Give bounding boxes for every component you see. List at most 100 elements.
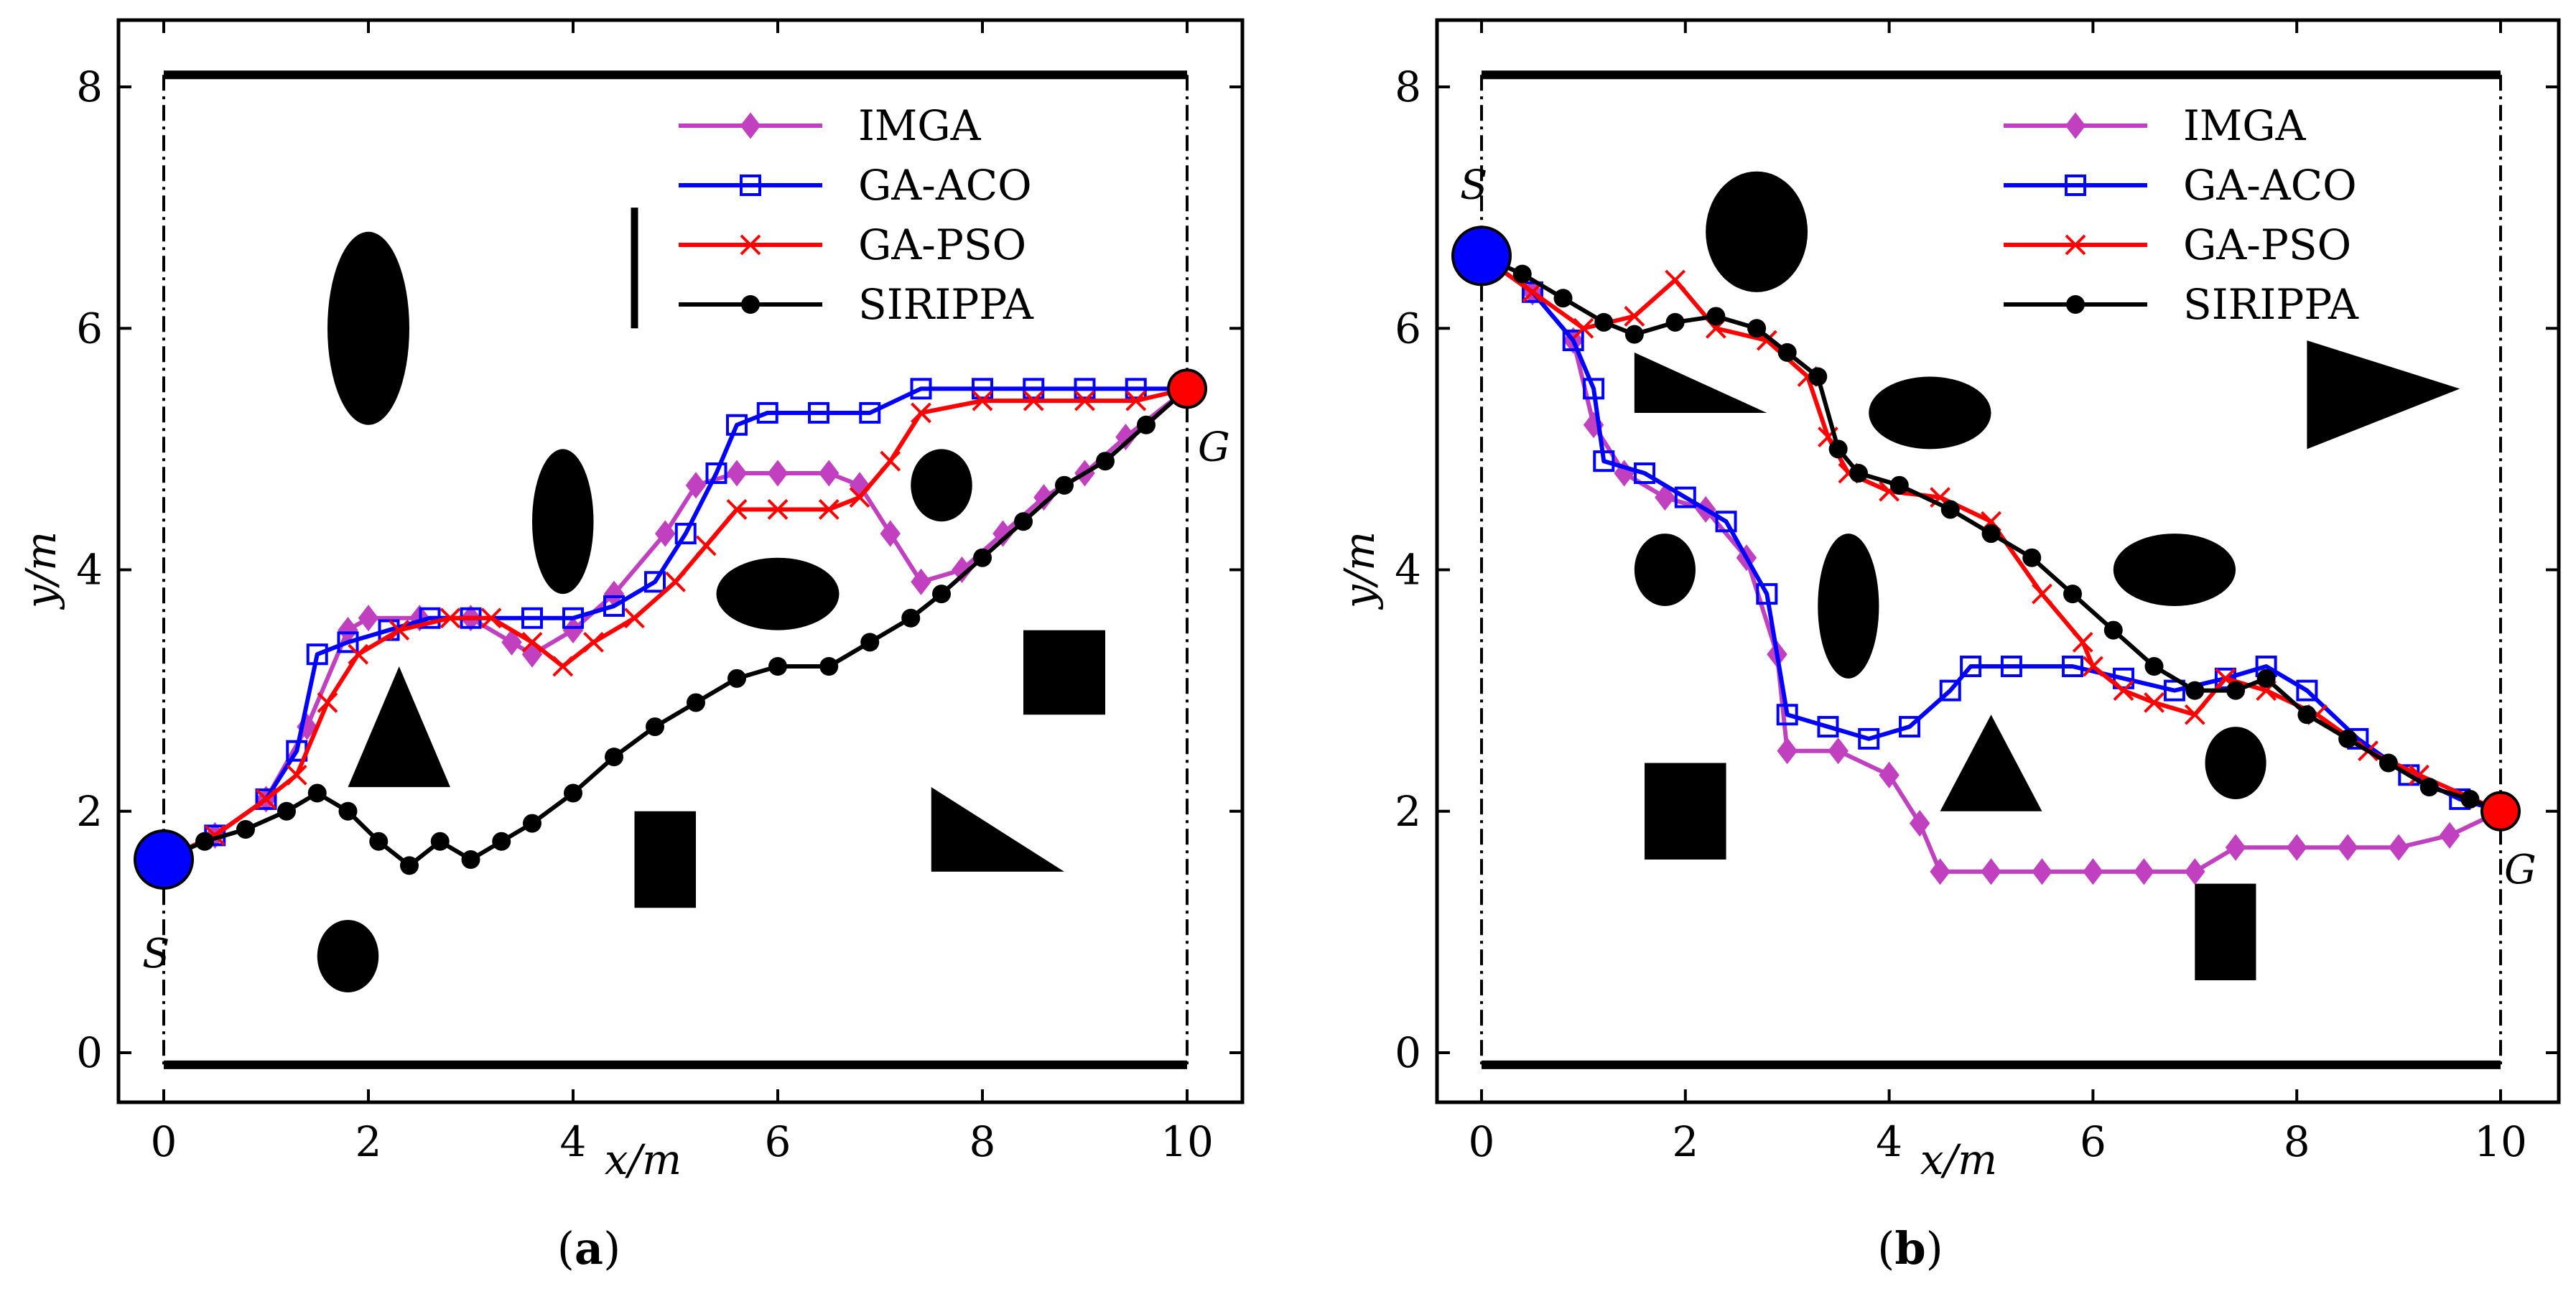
series-point xyxy=(2185,858,2205,885)
series-point xyxy=(2460,789,2480,809)
obstacle-polygon xyxy=(2195,883,2256,981)
series-line xyxy=(1480,253,2502,814)
series-point xyxy=(2439,821,2460,849)
x-tick-label: 6 xyxy=(2080,1117,2106,1166)
series-point xyxy=(665,571,686,592)
series-point xyxy=(338,801,358,821)
series-ga-pso xyxy=(153,378,1198,870)
series-point xyxy=(1909,810,1930,837)
series-point xyxy=(911,568,931,595)
series-point xyxy=(2337,834,2358,861)
series-point xyxy=(818,460,840,487)
series-point xyxy=(1074,390,1095,411)
x-tick-label: 8 xyxy=(970,1117,996,1166)
series-point xyxy=(726,499,748,520)
series-point xyxy=(644,571,666,593)
legend-marker xyxy=(740,234,761,256)
series-point xyxy=(910,378,932,400)
series-point xyxy=(583,631,604,653)
y-tick-label: 0 xyxy=(1395,1028,1421,1077)
x-tick-label: 0 xyxy=(151,1117,177,1166)
obstacle-polygon xyxy=(2307,340,2460,450)
series-point xyxy=(1055,475,1074,495)
series-point xyxy=(2184,704,2205,725)
y-tick-label: 6 xyxy=(76,304,103,353)
panel-b: (b) 0 2 4 6 8 10 0 2 4 6 8 x/m y/m S G IMGA GA-ACO GA-PSO… xyxy=(1335,18,2561,1275)
series-point xyxy=(2256,669,2276,688)
series-point xyxy=(1808,367,1828,386)
series-point xyxy=(756,401,778,424)
series-point xyxy=(1898,716,1920,738)
series-point xyxy=(768,657,787,676)
series-point xyxy=(2144,692,2165,713)
legend-entry: GA-PSO xyxy=(2183,220,2351,269)
series-point xyxy=(2072,631,2093,653)
start-label: S xyxy=(142,931,169,977)
axes-frame xyxy=(116,18,1245,1104)
obstacle-polygon xyxy=(1940,714,2042,811)
x-tick-label: 10 xyxy=(2474,1117,2527,1166)
y-tick-label: 8 xyxy=(1395,62,1421,111)
series-point xyxy=(521,607,543,629)
series-point xyxy=(2063,585,2083,604)
obstacle-ellipse xyxy=(1706,171,1808,292)
series-point xyxy=(2083,858,2103,885)
series-point xyxy=(1828,439,1848,459)
x-tick-label: 2 xyxy=(1672,1117,1698,1166)
series-point xyxy=(2000,656,2022,677)
series-point xyxy=(317,692,338,713)
series-point xyxy=(430,832,450,851)
series-point xyxy=(674,523,697,545)
legend-marker xyxy=(740,174,761,196)
series-point xyxy=(461,850,480,869)
series-point xyxy=(1858,727,1880,750)
series-point xyxy=(400,856,419,875)
obstacle-ellipse xyxy=(327,231,409,425)
series-point xyxy=(1665,269,1686,291)
goal-label: G xyxy=(2504,847,2537,893)
series-point xyxy=(880,520,901,547)
series-point xyxy=(1125,390,1147,411)
series-point xyxy=(1817,716,1839,738)
series-point xyxy=(286,764,307,786)
y-tick-label: 6 xyxy=(1395,304,1421,353)
series-point xyxy=(2388,834,2409,861)
series-point xyxy=(1939,679,1961,702)
y-axis-label: y/m xyxy=(1335,531,1384,610)
series-point xyxy=(389,620,410,641)
x-tick-label: 6 xyxy=(765,1117,791,1166)
series-point xyxy=(952,556,972,584)
series-point xyxy=(1930,858,1950,885)
series-point xyxy=(306,643,328,666)
series-point xyxy=(277,801,296,821)
series-point xyxy=(523,814,541,833)
legend-marker xyxy=(2065,112,2086,139)
series-point xyxy=(2144,657,2164,676)
series-point xyxy=(2185,681,2205,700)
series-point xyxy=(901,608,921,628)
series-sirippa xyxy=(154,379,1196,875)
series-point xyxy=(369,832,389,851)
series-point xyxy=(1033,484,1054,511)
series-point xyxy=(727,669,746,688)
series-point xyxy=(2214,667,2236,689)
series-point xyxy=(973,548,992,567)
series-point xyxy=(480,607,502,629)
obstacle-polygon xyxy=(1634,352,1767,413)
series-point xyxy=(337,631,359,653)
start-marker xyxy=(1451,225,1512,287)
series-point xyxy=(1981,858,2001,885)
series-point xyxy=(1137,415,1156,434)
series-point xyxy=(705,462,727,484)
start-marker xyxy=(134,829,194,890)
panel-b-caption: (b) xyxy=(1877,1222,1943,1275)
series-point xyxy=(2286,834,2307,861)
legend-entry: SIRIPPA xyxy=(858,280,1034,329)
series-point xyxy=(236,819,255,839)
obstacle-ellipse xyxy=(1818,534,1879,679)
series-point xyxy=(860,633,880,652)
y-tick-label: 8 xyxy=(76,62,103,111)
series-point xyxy=(808,401,829,424)
legend-entry: GA-PSO xyxy=(858,220,1026,269)
y-tick-label: 2 xyxy=(76,787,103,836)
